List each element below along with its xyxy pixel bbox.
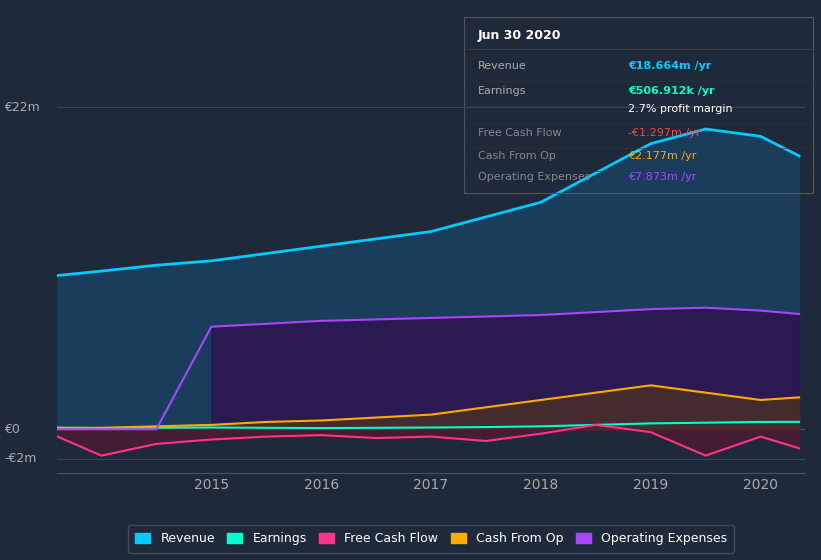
Text: Free Cash Flow: Free Cash Flow bbox=[478, 128, 562, 138]
Text: -€1.297m /yr: -€1.297m /yr bbox=[628, 128, 700, 138]
Text: Jun 30 2020: Jun 30 2020 bbox=[478, 29, 562, 42]
Text: €2.177m /yr: €2.177m /yr bbox=[628, 151, 696, 161]
Text: €506.912k /yr: €506.912k /yr bbox=[628, 86, 714, 96]
Text: €18.664m /yr: €18.664m /yr bbox=[628, 61, 711, 71]
Text: €7.873m /yr: €7.873m /yr bbox=[628, 172, 696, 183]
Text: Operating Expenses: Operating Expenses bbox=[478, 172, 590, 183]
Text: €0: €0 bbox=[4, 423, 20, 436]
Text: Earnings: Earnings bbox=[478, 86, 526, 96]
Text: -€2m: -€2m bbox=[4, 452, 36, 465]
Text: €22m: €22m bbox=[4, 101, 40, 114]
Legend: Revenue, Earnings, Free Cash Flow, Cash From Op, Operating Expenses: Revenue, Earnings, Free Cash Flow, Cash … bbox=[128, 525, 734, 553]
Text: 2.7% profit margin: 2.7% profit margin bbox=[628, 104, 732, 114]
Text: Cash From Op: Cash From Op bbox=[478, 151, 556, 161]
Text: Revenue: Revenue bbox=[478, 61, 526, 71]
